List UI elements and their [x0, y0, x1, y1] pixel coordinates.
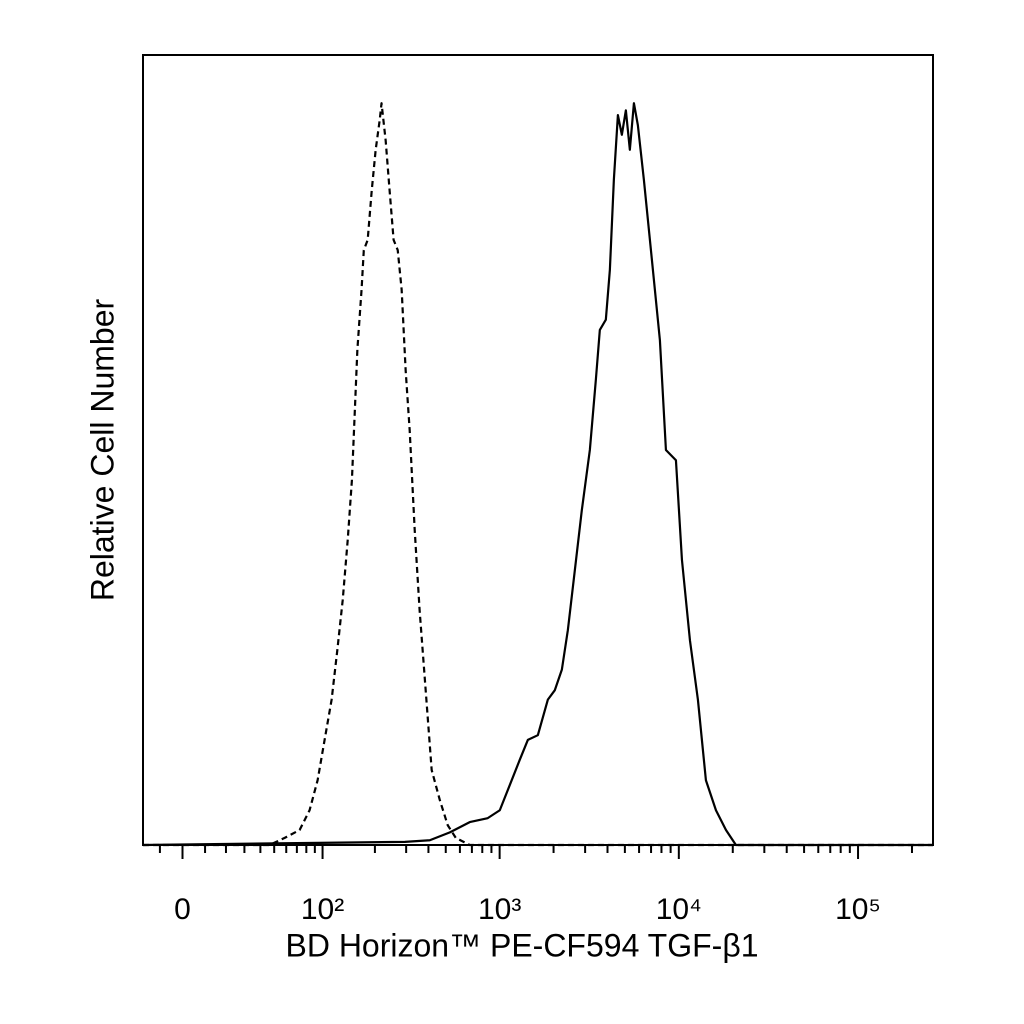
- y-axis-label: Relative Cell Number: [84, 298, 120, 601]
- plot-frame: [142, 54, 934, 846]
- x-tick-label: 0: [174, 893, 191, 926]
- x-tick-label: 10³: [478, 893, 521, 926]
- x-tick-label: 10⁵: [835, 893, 881, 926]
- histogram-line: [143, 102, 933, 847]
- x-axis-label: BD Horizon™ PE-CF594 TGF-β1: [285, 927, 758, 963]
- histogram-line: [142, 102, 933, 847]
- x-tick-label: 10²: [301, 893, 344, 926]
- x-tick-label: 10⁴: [656, 893, 702, 926]
